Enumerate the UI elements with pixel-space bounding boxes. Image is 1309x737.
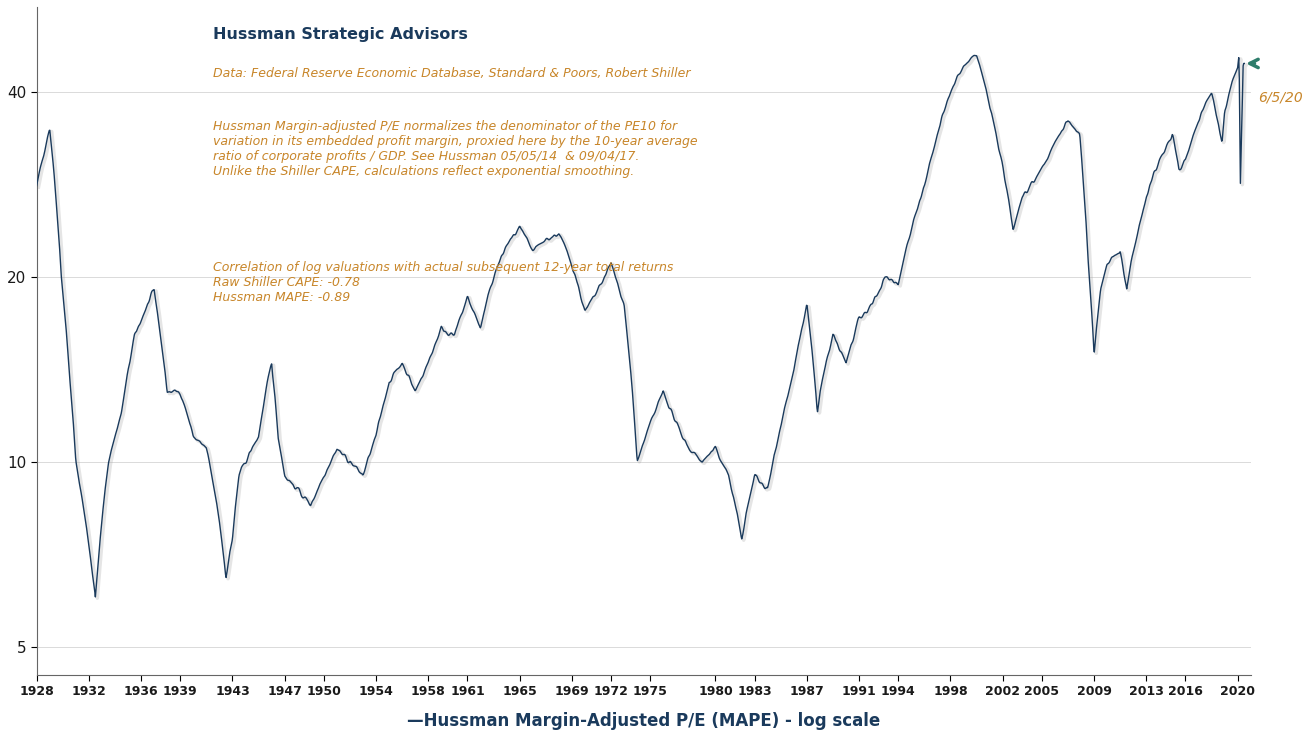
Text: Data: Federal Reserve Economic Database, Standard & Poors, Robert Shiller: Data: Federal Reserve Economic Database,… <box>212 67 690 80</box>
Text: Correlation of log valuations with actual subsequent 12-year total returns
Raw S: Correlation of log valuations with actua… <box>212 261 673 304</box>
Text: Hussman Strategic Advisors: Hussman Strategic Advisors <box>212 27 467 42</box>
Text: Hussman Margin-adjusted P/E normalizes the denominator of the PE10 for
variation: Hussman Margin-adjusted P/E normalizes t… <box>212 120 698 178</box>
Text: 6/5/20: 6/5/20 <box>1258 91 1304 105</box>
X-axis label: —Hussman Margin-Adjusted P/E (MAPE) - log scale: —Hussman Margin-Adjusted P/E (MAPE) - lo… <box>407 712 881 730</box>
